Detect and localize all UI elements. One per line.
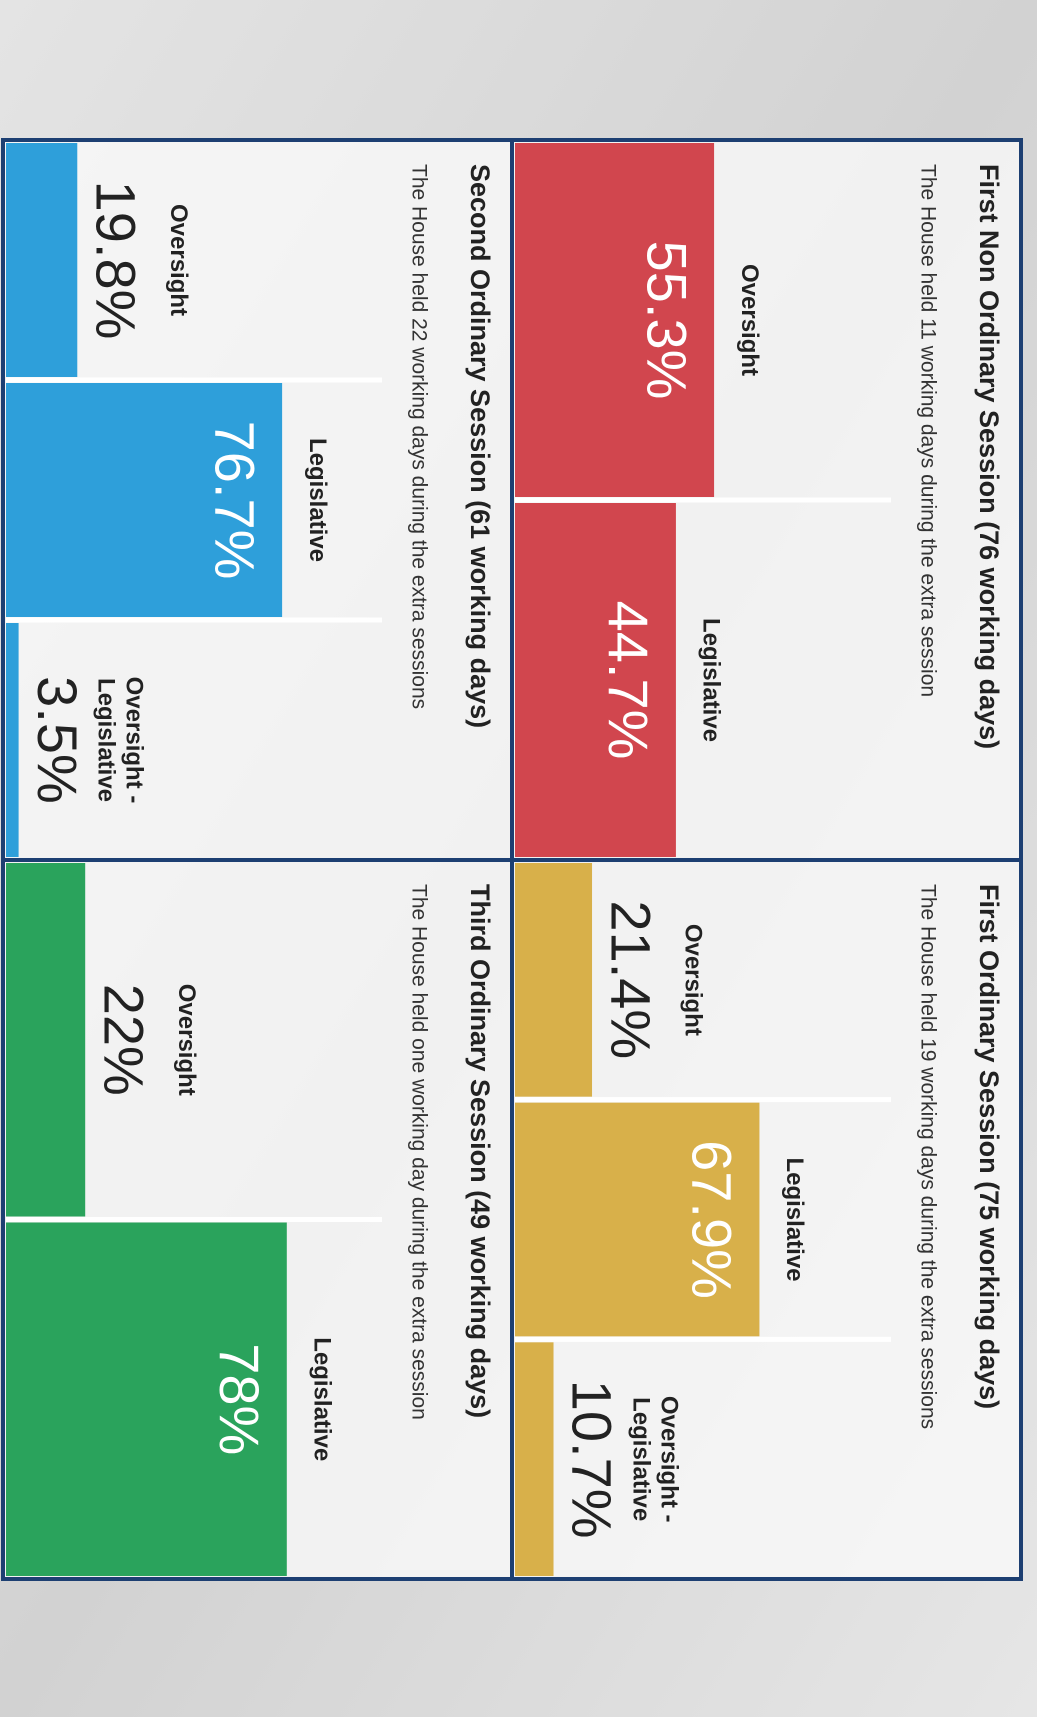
panel-border [1,858,514,1581]
value-label: 67.9% [681,1140,744,1299]
panel-title: Second Ordinary Session (61 working days… [465,164,495,728]
category-label: Oversight [736,264,763,376]
panel-subtitle: The House held 22 working days during th… [407,164,430,709]
category-label: Oversight [173,984,200,1096]
category-label: Oversight [680,924,707,1036]
panel [512,860,1021,1579]
bar [515,1102,760,1337]
bar [6,383,283,617]
value-label: 19.8% [84,181,147,340]
value-label: 21.4% [599,900,662,1059]
panel-title: First Ordinary Session (75 working days) [974,884,1004,1409]
category-label: Legislative [781,1157,808,1281]
category-label: Oversight -Legislative [627,1396,682,1523]
value-label: 76.7% [203,421,266,580]
category-label: Oversight -Legislative [92,677,147,804]
value-label: 44.7% [597,601,660,760]
category-label: Oversight [165,204,192,316]
value-label: 55.3% [635,241,698,400]
bar [6,1222,287,1576]
bar [6,143,78,377]
category-label: Legislative [308,1337,335,1461]
bar [514,1342,554,1577]
category-label: Legislative [304,438,331,562]
panel-subtitle: The House held 19 working days during th… [916,884,939,1429]
value-label: 10.7% [561,1380,624,1539]
value-label: 22% [92,984,155,1096]
bar [6,863,86,1217]
value-label: 3.5% [26,676,89,804]
value-label: 78% [208,1343,271,1455]
panel-subtitle: The House held 11 working days during th… [916,164,939,697]
category-label: Legislative [698,618,725,742]
bar [515,503,676,857]
bar [514,143,715,497]
bar [515,863,593,1097]
rotated-content: First Non Ordinary Session (76 working d… [1,138,1023,1581]
panel-title: Third Ordinary Session (49 working days) [465,884,495,1418]
panel-subtitle: The House held one working day during th… [407,884,430,1420]
panel-title: First Non Ordinary Session (76 working d… [974,164,1004,749]
bar [5,623,19,857]
